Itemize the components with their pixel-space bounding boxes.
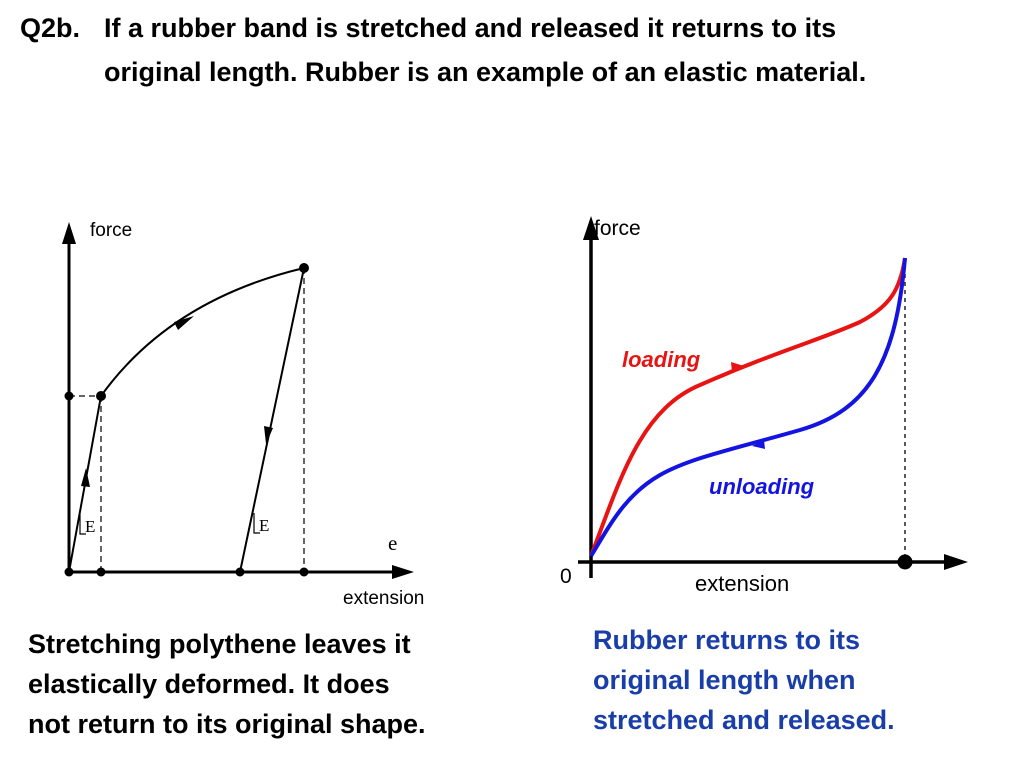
polythene-caption: Stretching polythene leaves it elastical… [28,624,488,744]
right-max-extension-point [897,554,913,570]
left-y-axis-label: force [90,220,132,241]
left-slope-mark-1 [79,514,86,535]
left-point-origin [64,567,74,577]
right-origin-label: 0 [560,565,572,588]
left-point-max [299,263,309,273]
rubber-graph: force 0 extension loading unloading [560,216,968,596]
unloading-curve [589,257,907,558]
right-x-axis-label: extension [695,571,789,596]
loading-label: loading [622,347,701,372]
loading-curve [589,257,907,557]
left-y-axis-arrow [62,222,76,244]
title-text-2: original length. Rubber is an example of… [104,57,867,87]
polythene-caption-line-1: Stretching polythene leaves it [28,629,411,659]
left-x-axis-arrow [392,565,414,579]
polythene-caption-line-3: not return to its original shape. [28,709,426,739]
rubber-caption: Rubber returns to its original length wh… [593,620,1013,740]
left-unloading-line [239,267,305,573]
polythene-graph: E E force e extension [62,220,424,609]
right-y-axis-label: force [594,217,641,240]
loading-arrow-head [731,362,744,372]
title-line-2: original length. Rubber is an example of… [20,50,1010,94]
left-slope-mark-2 [253,513,260,534]
title-line-1: Q2b. If a rubber band is stretched and r… [20,6,1010,50]
polythene-caption-line-2: elastically deformed. It does [28,669,390,699]
left-slope-label-2: E [259,516,269,535]
left-plastic-curve [100,267,305,397]
title-text-1: If a rubber band is stretched and releas… [104,13,837,43]
question-title: Q2b. If a rubber band is stretched and r… [20,6,1010,94]
left-slope-label-1: E [85,517,95,536]
left-x-axis-label: extension [343,588,424,609]
left-point-yield-yaxis [64,391,74,401]
left-loading-arrow-head [81,468,90,487]
right-x-axis-arrow [944,554,968,570]
left-point-yield [96,391,106,401]
right-y-axis-arrow [583,216,599,240]
unloading-arrow-head [752,440,765,449]
left-point-x2 [299,567,309,577]
rubber-caption-line-3: stretched and released. [593,705,895,735]
unloading-label: unloading [709,474,815,499]
rubber-caption-line-2: original length when [593,665,856,695]
question-number: Q2b. [20,13,81,43]
left-unloading-arrow-head [264,426,273,444]
left-curve-arrow-head [174,316,194,330]
left-point-x1 [96,567,106,577]
left-e-label: e [388,531,397,555]
left-point-permanent-set [235,567,245,577]
rubber-caption-line-1: Rubber returns to its [593,625,861,655]
